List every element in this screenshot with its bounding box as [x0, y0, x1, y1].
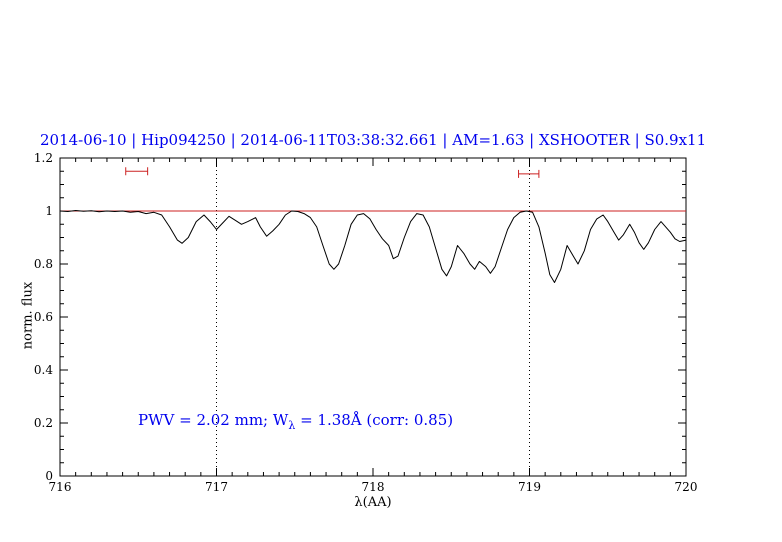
svg-text:0.8: 0.8	[34, 257, 53, 271]
plot-title: 2014-06-10 | Hip094250 | 2014-06-11T03:3…	[40, 131, 707, 149]
svg-text:0.4: 0.4	[34, 363, 53, 377]
svg-text:0.6: 0.6	[34, 310, 53, 324]
x-axis-label: λ(AA)	[354, 495, 392, 510]
svg-text:717: 717	[205, 480, 228, 494]
svg-text:1: 1	[45, 204, 53, 218]
svg-text:716: 716	[49, 480, 72, 494]
svg-text:718: 718	[362, 480, 385, 494]
pwv-annotation: PWV = 2.02 mm; Wλ = 1.38Å (corr: 0.85)	[138, 411, 454, 432]
svg-text:1.2: 1.2	[34, 151, 53, 165]
svg-text:719: 719	[518, 480, 541, 494]
svg-text:0: 0	[45, 469, 53, 483]
svg-text:0.2: 0.2	[34, 416, 53, 430]
svg-text:720: 720	[675, 480, 698, 494]
